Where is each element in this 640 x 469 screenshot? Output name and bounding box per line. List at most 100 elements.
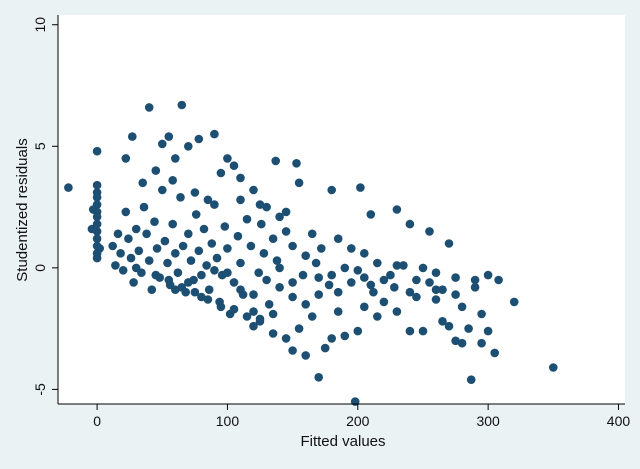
scatter-point xyxy=(347,278,356,287)
scatter-point xyxy=(128,132,137,141)
scatter-point xyxy=(236,258,245,268)
scatter-point xyxy=(392,307,402,316)
scatter-point xyxy=(171,285,180,295)
scatter-point xyxy=(254,268,263,278)
scatter-point xyxy=(366,280,376,290)
scatter-point xyxy=(438,285,447,295)
scatter-point xyxy=(249,321,258,331)
scatter-point xyxy=(92,146,102,156)
scatter-point xyxy=(92,180,102,190)
scatter-point xyxy=(314,373,324,382)
scatter-point xyxy=(212,253,222,263)
scatter-point xyxy=(262,275,271,285)
scatter-point xyxy=(405,326,415,336)
scatter-point xyxy=(186,256,196,265)
scatter-point xyxy=(197,270,206,280)
scatter-point xyxy=(451,273,460,282)
scatter-point xyxy=(379,297,389,307)
scatter-point xyxy=(333,234,343,243)
scatter-point xyxy=(164,132,174,141)
scatter-point xyxy=(92,212,102,222)
scatter-point xyxy=(379,275,389,285)
scatter-point xyxy=(392,205,402,214)
y-axis-title: Studentized residuals xyxy=(14,138,31,281)
scatter-point xyxy=(483,326,493,336)
scatter-point xyxy=(190,287,200,297)
scatter-point xyxy=(438,317,447,326)
scatter-point xyxy=(288,292,297,302)
y-tick-label: 0 xyxy=(32,264,48,272)
scatter-point xyxy=(176,193,185,202)
scatter-point xyxy=(126,253,136,263)
scatter-point xyxy=(229,161,239,170)
scatter-point xyxy=(425,227,434,236)
scatter-point xyxy=(184,229,193,239)
scatter-point xyxy=(320,343,330,353)
plot-area xyxy=(58,15,625,404)
scatter-point xyxy=(314,290,324,299)
scatter-point xyxy=(151,270,161,280)
scatter-point xyxy=(242,214,252,224)
scatter-point xyxy=(373,258,382,268)
scatter-point xyxy=(281,207,291,217)
x-axis-title: Fitted values xyxy=(300,433,385,450)
scatter-point xyxy=(249,290,258,299)
scatter-point xyxy=(457,338,467,348)
scatter-point xyxy=(457,302,467,312)
scatter-point xyxy=(223,154,232,163)
scatter-point xyxy=(275,283,284,292)
scatter-point xyxy=(268,329,278,338)
x-tick-label: 300 xyxy=(476,413,500,429)
scatter-point xyxy=(249,185,258,195)
scatter-point xyxy=(216,302,226,312)
y-tick-label: 5 xyxy=(32,142,48,150)
scatter-point xyxy=(360,273,369,282)
scatter-point xyxy=(116,249,125,258)
scatter-point xyxy=(92,253,102,263)
scatter-point xyxy=(259,249,269,258)
scatter-point xyxy=(288,241,297,251)
scatter-point xyxy=(412,292,421,302)
scatter-point xyxy=(131,263,141,273)
scatter-point xyxy=(210,129,219,139)
scatter-point xyxy=(494,275,503,285)
scatter-point xyxy=(158,139,167,149)
scatter-point xyxy=(307,229,317,239)
scatter-point xyxy=(272,256,282,265)
scatter-point xyxy=(353,266,363,275)
scatter-point xyxy=(255,200,265,209)
scatter-point xyxy=(294,178,304,188)
scatter-point xyxy=(292,159,301,168)
scatter-point xyxy=(121,207,131,217)
scatter-point xyxy=(412,275,421,285)
x-tick-label: 200 xyxy=(346,413,370,429)
y-tick-label: 10 xyxy=(32,17,48,33)
scatter-point xyxy=(142,229,151,239)
scatter-point xyxy=(418,326,428,336)
scatter-point xyxy=(190,188,200,197)
scatter-point xyxy=(470,283,480,292)
scatter-point xyxy=(360,302,369,312)
scatter-point xyxy=(144,103,154,112)
points-layer xyxy=(64,100,558,406)
scatter-point xyxy=(418,263,428,273)
scatter-point xyxy=(203,195,213,205)
scatter-point xyxy=(311,258,321,268)
scatter-point xyxy=(340,263,350,273)
scatter-point xyxy=(477,309,486,319)
scatter-point xyxy=(257,219,266,229)
scatter-point xyxy=(324,280,334,290)
scatter-point xyxy=(301,300,311,309)
scatter-point xyxy=(327,270,337,280)
scatter-point xyxy=(124,234,133,243)
scatter-point xyxy=(369,287,378,297)
scatter-point xyxy=(444,239,454,248)
scatter-point xyxy=(509,297,519,307)
scatter-point xyxy=(483,270,493,280)
scatter-point xyxy=(242,312,252,321)
scatter-point xyxy=(177,100,187,110)
scatter-point xyxy=(340,331,350,341)
scatter-point xyxy=(178,241,188,251)
scatter-point xyxy=(353,326,363,336)
